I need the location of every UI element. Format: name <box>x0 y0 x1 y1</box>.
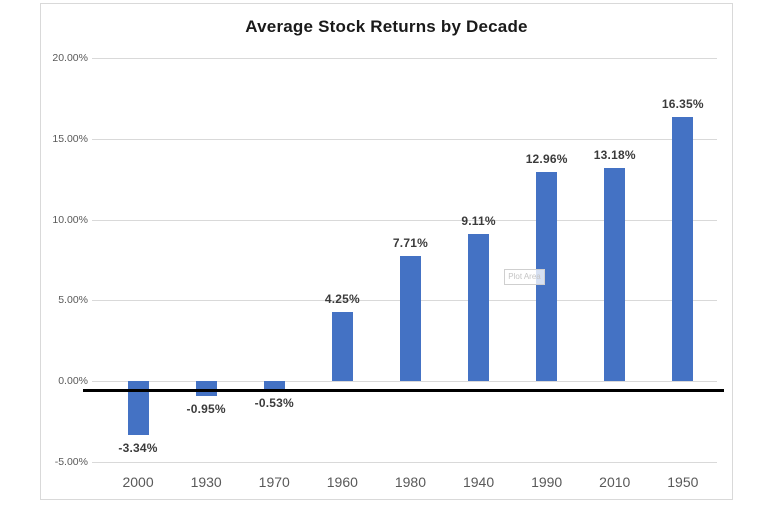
bar-2010[interactable] <box>604 168 626 381</box>
data-label-1930: -0.95% <box>186 402 226 417</box>
chart-area[interactable]: Average Stock Returns by Decade Plot Are… <box>40 3 733 500</box>
y-axis-tick-label: 20.00% <box>52 52 88 64</box>
bar-2000[interactable] <box>127 381 149 435</box>
y-axis-tick-label: 10.00% <box>52 213 88 226</box>
bar-1950[interactable] <box>672 116 694 381</box>
gridline <box>92 219 717 221</box>
x-axis-category-label-1980: 1980 <box>394 474 427 490</box>
x-axis-line <box>83 389 724 392</box>
plot-area-tooltip: Plot Area <box>504 269 545 285</box>
gridline <box>92 381 717 382</box>
x-axis-category-label-2010: 2010 <box>599 474 631 490</box>
gridline <box>92 58 717 59</box>
plot-area[interactable]: Plot Area 20.00% 15.00% 10.00% 5.00% 0.00% -5… <box>41 4 732 499</box>
y-axis-tick-label: 0.00% <box>58 375 88 387</box>
x-axis-category-label-1930: 1930 <box>190 474 222 490</box>
bar-1970[interactable] <box>263 381 285 390</box>
y-axis-tick-label: 15.00% <box>52 132 88 145</box>
bar-1940[interactable] <box>468 233 490 381</box>
gridline <box>92 138 717 140</box>
x-axis-category-label-1970: 1970 <box>258 474 290 490</box>
bar-1980[interactable] <box>399 256 421 381</box>
data-label-1950: 16.35% <box>661 96 704 111</box>
y-axis-tick-label: -5.00% <box>54 455 88 468</box>
data-label-1970: -0.53% <box>254 395 294 410</box>
x-axis-category-label-1990: 1990 <box>531 474 563 490</box>
data-label-1980: 7.71% <box>392 236 428 251</box>
x-axis-category-label-1940: 1940 <box>462 474 495 490</box>
data-label-2010: 13.18% <box>593 148 636 163</box>
bar-1960[interactable] <box>331 312 353 381</box>
data-label-1940: 9.11% <box>461 213 496 228</box>
bar-1990[interactable] <box>536 171 558 381</box>
data-label-2000: -3.34% <box>118 440 158 455</box>
y-axis-tick-label: 5.00% <box>58 294 88 307</box>
data-label-1990: 12.96% <box>525 151 568 166</box>
bar-1930[interactable] <box>195 381 217 397</box>
x-axis-category-label-2000: 2000 <box>122 474 154 490</box>
x-axis-category-label-1950: 1950 <box>667 474 699 490</box>
chart-title: Average Stock Returns by Decade <box>245 17 528 36</box>
data-label-1960: 4.25% <box>324 292 360 307</box>
x-axis-category-label-1960: 1960 <box>326 474 358 490</box>
gridline <box>92 461 717 463</box>
